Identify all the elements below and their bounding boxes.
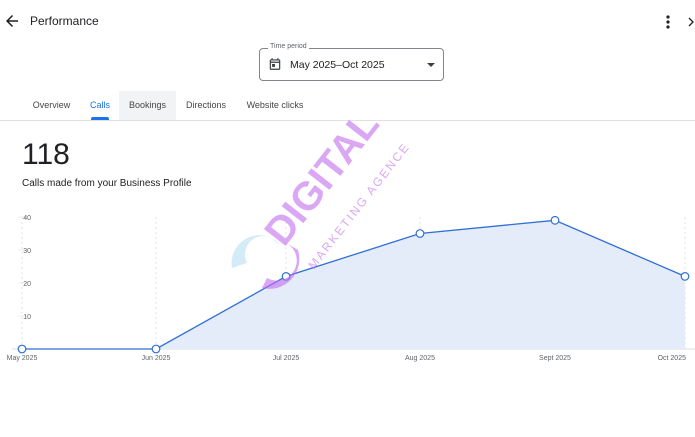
data-point: [17, 344, 27, 354]
dropdown-arrow-icon[interactable]: [426, 61, 436, 69]
chevron-right-icon[interactable]: [684, 13, 695, 31]
data-point: [680, 271, 690, 281]
page-title: Performance: [30, 14, 99, 28]
watermark: DIGITAL MARKETING AGENCE: [231, 118, 413, 289]
x-tick-label: Aug 2025: [405, 355, 435, 362]
calls-description: Calls made from your Business Profile: [22, 178, 192, 189]
time-period-label: Time period: [268, 43, 309, 50]
arrow-back-icon[interactable]: [3, 12, 21, 30]
tab-bar: Overview Calls Bookings Directions Websi…: [0, 91, 695, 121]
series-line: [22, 219, 686, 350]
watermark-logo-shape: [262, 244, 300, 289]
more-vert-icon[interactable]: [660, 13, 676, 31]
series-area: [22, 220, 685, 349]
active-tab-indicator: [91, 117, 109, 120]
tab-website-clicks[interactable]: Website clicks: [246, 100, 304, 110]
y-tick-label: 40: [23, 215, 31, 222]
x-tick-label: Jul 2025: [273, 355, 300, 362]
calendar-icon: [269, 58, 281, 70]
time-period-value: May 2025–Oct 2025: [290, 59, 385, 71]
watermark-logo-shape: [231, 235, 280, 268]
y-tick-label: 30: [23, 248, 31, 255]
y-tick-label: 10: [23, 314, 31, 321]
calls-total: 118: [22, 138, 70, 171]
tab-overview[interactable]: Overview: [32, 100, 71, 110]
tab-calls[interactable]: Calls: [89, 100, 110, 110]
calls-chart: 10 20 30 40 May 2025 Jun 2025 Jul 2025 Aug 2025…: [7, 215, 695, 362]
x-tick-label: Sept 2025: [539, 355, 571, 362]
x-tick-label: Jun 2025: [142, 355, 171, 362]
x-tick-label: May 2025: [7, 355, 38, 362]
tab-directions[interactable]: Directions: [185, 100, 226, 110]
tab-bookings[interactable]: Bookings: [119, 91, 176, 120]
data-point: [550, 215, 560, 225]
y-tick-label: 20: [23, 281, 31, 288]
top-bar: Performance: [0, 0, 695, 42]
data-point: [151, 344, 161, 354]
data-point: [415, 229, 425, 238]
time-period-select[interactable]: [259, 48, 444, 81]
x-tick-label: Oct 2025: [658, 355, 687, 362]
